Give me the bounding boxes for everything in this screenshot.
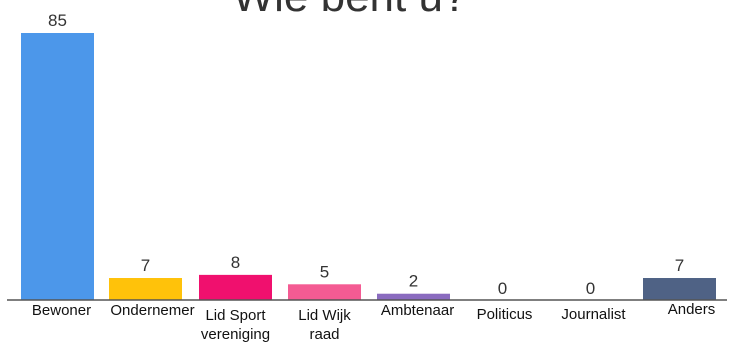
category-label: Lid Wijk bbox=[298, 307, 351, 324]
bar-lid-sport-vereniging bbox=[199, 274, 272, 300]
bar-ondernemer bbox=[109, 278, 182, 300]
value-labels-group: 857 8 5 2 0 07 bbox=[48, 11, 684, 298]
category-label: Journalist bbox=[561, 306, 626, 323]
category-label: Politicus bbox=[477, 306, 533, 323]
category-label: Bewoner bbox=[32, 302, 91, 319]
value-label: 0 bbox=[498, 279, 507, 298]
category-label: Lid Sport bbox=[205, 307, 266, 324]
value-label: 0 bbox=[586, 279, 595, 298]
category-label: Ondernemer bbox=[110, 302, 194, 319]
bar-anders bbox=[643, 278, 716, 300]
bar-lid-wijk-raad bbox=[288, 284, 361, 300]
category-label: raad bbox=[309, 326, 339, 343]
value-label: 85 bbox=[48, 11, 67, 30]
bar-ambtenaar bbox=[377, 293, 450, 300]
bars-group bbox=[21, 33, 716, 300]
category-labels-group: Bewoner Ondernemer Lid Sport vereniging Lid … bbox=[32, 301, 715, 343]
value-label: 7 bbox=[141, 256, 150, 275]
value-label: 7 bbox=[675, 256, 684, 275]
category-label: Anders bbox=[668, 301, 716, 318]
value-label: 2 bbox=[409, 272, 418, 291]
bar-bewoner bbox=[21, 33, 94, 300]
value-label: 5 bbox=[320, 262, 329, 281]
category-label: vereniging bbox=[201, 326, 270, 343]
category-label: Ambtenaar bbox=[381, 302, 454, 319]
chart-title: Wie bent u? bbox=[233, 0, 468, 21]
value-label: 8 bbox=[231, 253, 240, 272]
